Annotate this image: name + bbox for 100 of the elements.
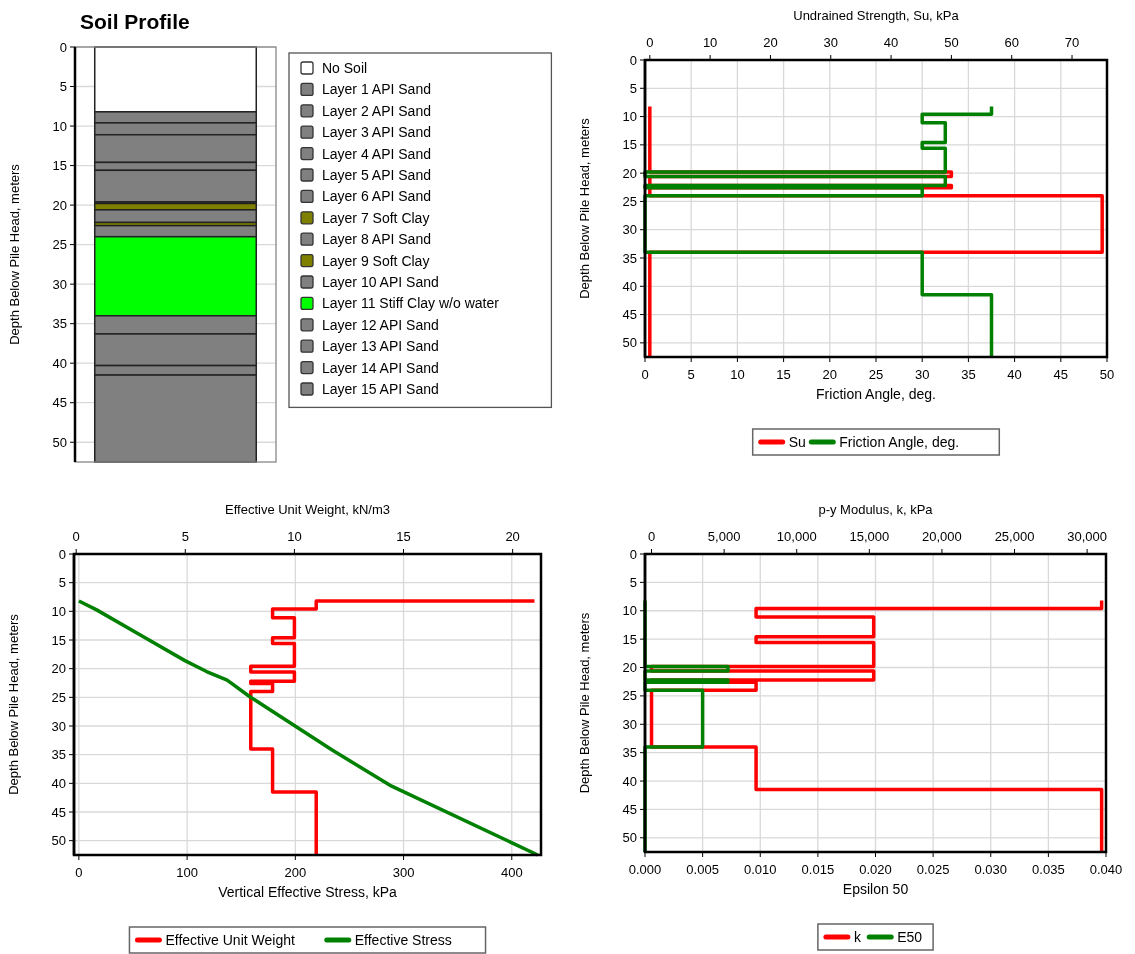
x-tick-label: 50 (1099, 367, 1115, 382)
y-tick-label: 20 (51, 661, 66, 677)
text: Layer 8 API Sand (322, 231, 431, 248)
y-tick-label: 50 (622, 830, 637, 846)
y-tick-label: 20 (622, 165, 637, 181)
y-tick-label: 45 (51, 804, 66, 820)
text: Layer 4 API Sand (322, 145, 431, 162)
x-tick-label: 0.015 (801, 862, 835, 877)
x-tick-label: 0.000 (628, 862, 662, 877)
legend-label: Layer 9 Soft Clay (322, 252, 430, 269)
x2-tick-label: 40 (883, 35, 899, 50)
legend-label: E50 (897, 928, 923, 945)
x-tick-label: 0.020 (859, 862, 892, 877)
x-tick-label: 400 (500, 865, 523, 880)
y-tick-label: 25 (52, 237, 67, 253)
x2-tick-label: 20,000 (922, 529, 962, 544)
x2-tick-label: 20 (763, 35, 778, 50)
y-tick-label: 50 (52, 434, 67, 450)
x2-tick-label: 25,000 (994, 529, 1035, 544)
x2-tick-label: 5 (181, 529, 189, 544)
x2-tick-label: 10,000 (776, 529, 817, 544)
x2-tick-label: 15,000 (849, 529, 890, 544)
x-tick-label: 0.040 (1089, 862, 1123, 877)
x-tick-label: 0.030 (974, 862, 1008, 877)
y-tick-label: 30 (622, 222, 637, 238)
y-tick-label: 5 (629, 574, 637, 590)
x-tick-label: 0.025 (916, 862, 950, 877)
x-axis-title: Vertical Effective Stress, kPa (218, 884, 398, 900)
x-tick-label: 200 (284, 865, 307, 880)
legend-label: Friction Angle, deg. (839, 433, 960, 450)
x2-tick-label: 30 (823, 35, 838, 50)
x-tick-label: 40 (1007, 367, 1022, 382)
y-tick-label: 5 (629, 80, 637, 96)
text: Layer 14 API Sand (322, 359, 439, 376)
y-tick-label: 30 (51, 718, 66, 734)
y-tick-label: 25 (622, 193, 637, 209)
y-tick-label: 0 (59, 39, 67, 55)
y-tick-label: 0 (58, 546, 66, 562)
y-tick-label: 25 (622, 688, 637, 704)
y-tick-label: 10 (622, 109, 637, 125)
y-tick-label: 10 (51, 603, 66, 619)
x-tick-label: 5 (687, 367, 695, 382)
x2-axis-title: Undrained Strength, Su, kPa (793, 8, 960, 23)
x2-axis-title: Effective Unit Weight, kN/m3 (225, 502, 390, 517)
y-axis-title: Depth Below Pile Head, meters (577, 612, 592, 794)
y-tick-label: 35 (622, 745, 637, 761)
y-tick-label: 10 (622, 603, 637, 619)
x2-tick-label: 15 (396, 529, 411, 544)
x2-tick-label: 0 (72, 529, 80, 544)
x-tick-label: 100 (176, 865, 198, 880)
y-tick-label: 20 (52, 197, 67, 213)
x2-tick-label: 10 (702, 35, 718, 50)
y-tick-label: 0 (629, 546, 637, 562)
y-tick-label: 25 (51, 689, 66, 705)
y-tick-label: 15 (52, 158, 67, 174)
legend-label: Effective Unit Weight (165, 931, 295, 948)
y-tick-label: 40 (51, 775, 66, 791)
x-tick-label: 30 (914, 367, 930, 382)
x2-tick-label: 5,000 (707, 529, 741, 544)
text: Layer 3 API Sand (322, 124, 431, 141)
x2-tick-label: 20 (505, 529, 520, 544)
y-tick-label: 5 (59, 79, 67, 95)
y-tick-label: 15 (51, 632, 66, 648)
x2-tick-label: 50 (944, 35, 959, 50)
legend-label: Layer 11 Stiff Clay w/o water (322, 295, 500, 312)
y-tick-label: 40 (622, 773, 637, 789)
y-axis-title: Depth Below Pile Head, meters (6, 613, 21, 795)
y-tick-label: 30 (52, 276, 67, 292)
text: Layer 10 API Sand (322, 273, 439, 290)
y-tick-label: 50 (51, 833, 66, 849)
x2-tick-label: 60 (1004, 35, 1019, 50)
x-axis-title: Epsilon 50 (842, 881, 909, 897)
y-tick-label: 45 (52, 395, 67, 411)
y-axis-title: Depth Below Pile Head, meters (7, 163, 22, 345)
text: Layer 1 API Sand (322, 81, 431, 98)
x-tick-label: 0.035 (1032, 862, 1065, 877)
y-tick-label: 40 (622, 278, 637, 294)
x-tick-label: 45 (1053, 367, 1069, 382)
x-tick-label: 15 (776, 367, 791, 382)
x-tick-label: 35 (961, 367, 976, 382)
x2-tick-label: 30,000 (1067, 529, 1108, 544)
y-tick-label: 30 (622, 716, 637, 732)
chart-title: Soil Profile (80, 10, 190, 33)
x2-axis-title: p-y Modulus, k, kPa (818, 502, 934, 517)
x2-tick-label: 10 (287, 529, 302, 544)
x-tick-label: 0 (641, 367, 649, 382)
legend-label: k (853, 928, 862, 945)
x2-tick-label: 0 (646, 35, 654, 50)
text: Layer 2 API Sand (322, 102, 431, 119)
x-tick-label: 10 (730, 367, 745, 382)
x-tick-label: 20 (822, 367, 838, 382)
x-axis-title: Friction Angle, deg. (816, 386, 936, 402)
x-tick-label: 0.010 (743, 862, 777, 877)
y-tick-label: 35 (52, 316, 67, 332)
y-tick-label: 0 (629, 52, 637, 68)
y-tick-label: 40 (52, 355, 67, 371)
y-tick-label: 45 (622, 801, 637, 817)
y-tick-label: 15 (622, 137, 637, 153)
y-tick-label: 5 (58, 575, 66, 591)
y-tick-label: 15 (622, 631, 637, 647)
